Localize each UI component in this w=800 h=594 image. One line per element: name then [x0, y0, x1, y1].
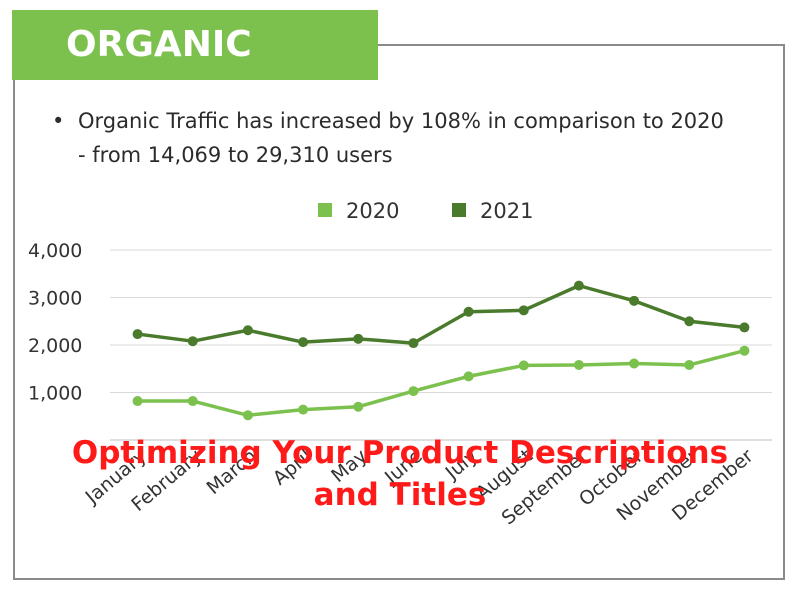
- data-point-2020: [573, 359, 584, 370]
- legend-label-2021: 2021: [480, 199, 533, 223]
- data-point-2020: [132, 396, 143, 407]
- data-point-2021: [298, 337, 309, 348]
- y-tick-label: 2,000: [28, 335, 82, 357]
- data-point-2021: [573, 280, 584, 291]
- data-point-2021: [739, 322, 750, 333]
- data-point-2020: [408, 386, 419, 397]
- data-point-2021: [684, 316, 695, 327]
- y-tick-label: 1,000: [28, 383, 82, 405]
- legend-swatch-2020: [318, 203, 332, 217]
- data-point-2020: [298, 404, 309, 415]
- data-point-2020: [242, 410, 253, 421]
- chart-frame: [13, 44, 785, 580]
- y-tick-label: 3,000: [28, 288, 82, 310]
- series-line-2021: [137, 283, 745, 345]
- page-title: ORGANIC TRAFFIC: [12, 10, 378, 135]
- data-point-2020: [518, 360, 529, 371]
- data-point-2021: [629, 295, 640, 306]
- data-point-2021: [408, 338, 419, 349]
- summary-line-1: Organic Traffic has increased by 108% in…: [78, 109, 724, 133]
- data-point-2020: [353, 401, 364, 412]
- overlay-line-2: and Titles: [313, 477, 487, 513]
- data-point-2020: [463, 371, 474, 382]
- bullet-marker: •: [52, 109, 65, 133]
- data-point-2021: [132, 329, 143, 340]
- data-point-2021: [518, 305, 529, 316]
- data-point-2021: [187, 336, 198, 347]
- legend-swatch-2021: [452, 203, 466, 217]
- data-point-2020: [739, 345, 750, 356]
- series-line-2020: [137, 349, 745, 418]
- data-point-2021: [353, 333, 364, 344]
- legend-label-2020: 2020: [346, 199, 399, 223]
- data-point-2020: [684, 359, 695, 370]
- overlay-line-1: Optimizing Your Product Descriptions: [71, 435, 729, 471]
- overlay-caption: Optimizing Your Product Descriptions and…: [0, 432, 800, 516]
- data-point-2021: [463, 306, 474, 317]
- data-point-2020: [629, 358, 640, 369]
- y-tick-label: 4,000: [28, 240, 82, 262]
- data-point-2020: [187, 396, 198, 407]
- data-point-2021: [242, 325, 253, 336]
- summary-line-2: - from 14,069 to 29,310 users: [78, 143, 393, 167]
